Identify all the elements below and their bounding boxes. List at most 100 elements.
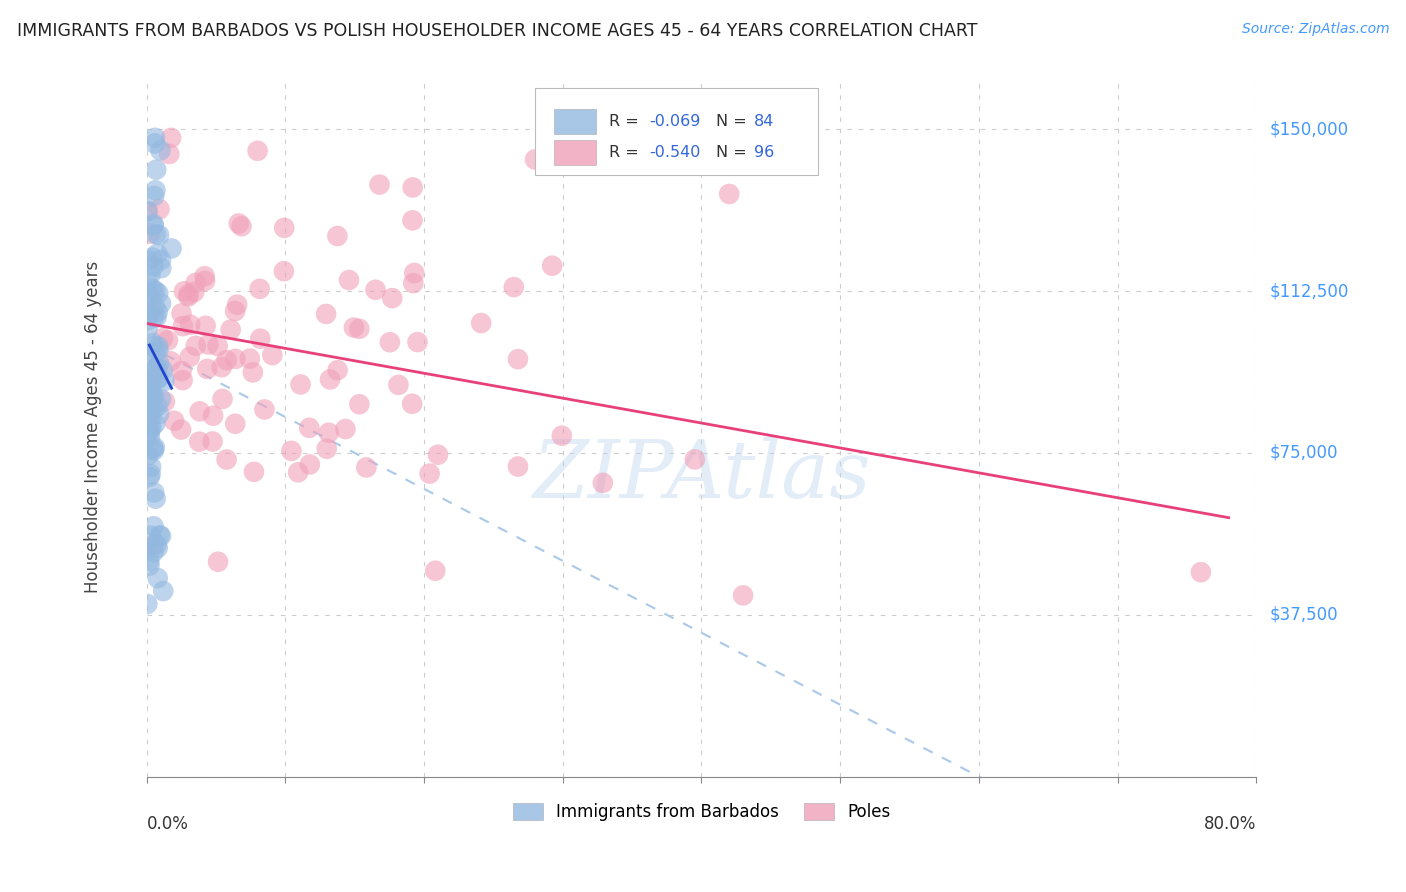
- Point: [142, 442, 165, 456]
- Point: [183, 285, 205, 299]
- Point: [146, 571, 169, 585]
- Point: [551, 428, 574, 442]
- Point: [148, 407, 170, 421]
- Point: [148, 227, 170, 242]
- Point: [160, 241, 183, 255]
- Point: [138, 558, 160, 573]
- Point: [177, 287, 200, 301]
- Point: [426, 448, 449, 462]
- Point: [718, 186, 741, 201]
- Point: [153, 374, 176, 388]
- Point: [224, 351, 246, 366]
- Point: [136, 274, 159, 288]
- Point: [143, 441, 166, 455]
- Point: [253, 402, 276, 417]
- Point: [136, 541, 159, 555]
- Point: [194, 269, 217, 284]
- Point: [141, 282, 163, 296]
- Point: [153, 394, 176, 409]
- Point: [349, 397, 371, 411]
- Point: [219, 323, 242, 337]
- Point: [145, 363, 167, 377]
- Point: [152, 331, 174, 345]
- Point: [136, 313, 159, 327]
- Text: 0.0%: 0.0%: [146, 815, 188, 833]
- Point: [150, 261, 173, 276]
- Text: Source: ZipAtlas.com: Source: ZipAtlas.com: [1241, 22, 1389, 37]
- FancyBboxPatch shape: [536, 88, 818, 176]
- Point: [381, 291, 404, 305]
- Point: [136, 449, 159, 463]
- Point: [139, 467, 162, 482]
- Point: [148, 343, 170, 358]
- Point: [139, 528, 162, 542]
- Point: [142, 217, 165, 231]
- Point: [145, 162, 167, 177]
- Point: [733, 588, 755, 602]
- Point: [506, 459, 529, 474]
- Point: [142, 260, 165, 274]
- Point: [419, 467, 441, 481]
- Point: [136, 321, 159, 335]
- Point: [378, 335, 401, 350]
- Point: [406, 335, 429, 350]
- Point: [401, 213, 423, 227]
- Text: ZIPAtlas: ZIPAtlas: [533, 437, 870, 515]
- Point: [211, 360, 233, 375]
- Point: [231, 219, 253, 234]
- Point: [470, 316, 492, 330]
- Point: [402, 180, 425, 194]
- Point: [143, 136, 166, 151]
- Point: [179, 350, 201, 364]
- Point: [215, 353, 238, 368]
- Point: [273, 264, 295, 278]
- Point: [315, 307, 337, 321]
- Point: [172, 319, 194, 334]
- Point: [152, 363, 174, 377]
- Point: [224, 304, 246, 318]
- Point: [142, 538, 165, 552]
- Text: 84: 84: [754, 114, 775, 129]
- Point: [280, 443, 302, 458]
- Point: [139, 404, 162, 418]
- Point: [143, 339, 166, 353]
- Point: [138, 554, 160, 568]
- Point: [145, 537, 167, 551]
- Point: [592, 475, 614, 490]
- Point: [343, 320, 366, 334]
- Point: [136, 348, 159, 362]
- Text: Householder Income Ages 45 - 64 years: Householder Income Ages 45 - 64 years: [84, 260, 103, 593]
- Point: [364, 283, 387, 297]
- Text: R =: R =: [609, 114, 644, 129]
- Point: [136, 425, 159, 439]
- Point: [326, 229, 349, 244]
- Text: 80.0%: 80.0%: [1204, 815, 1257, 833]
- Point: [156, 334, 179, 348]
- Point: [150, 252, 173, 267]
- Point: [1189, 565, 1212, 579]
- Point: [226, 298, 249, 312]
- Point: [136, 253, 159, 268]
- Point: [145, 227, 167, 242]
- Point: [145, 491, 167, 506]
- Point: [145, 310, 167, 325]
- Text: $112,500: $112,500: [1270, 282, 1350, 300]
- Point: [202, 409, 225, 423]
- Point: [146, 399, 169, 413]
- Point: [170, 306, 193, 320]
- Point: [141, 420, 163, 434]
- Point: [172, 373, 194, 387]
- Point: [145, 183, 167, 197]
- Point: [149, 144, 172, 158]
- Point: [262, 348, 284, 362]
- Point: [142, 219, 165, 233]
- Point: [157, 147, 180, 161]
- Point: [335, 422, 357, 436]
- Point: [138, 372, 160, 386]
- Point: [195, 362, 218, 376]
- Point: [145, 284, 167, 298]
- Point: [139, 386, 162, 401]
- Point: [356, 460, 378, 475]
- Point: [184, 276, 207, 290]
- Point: [146, 541, 169, 555]
